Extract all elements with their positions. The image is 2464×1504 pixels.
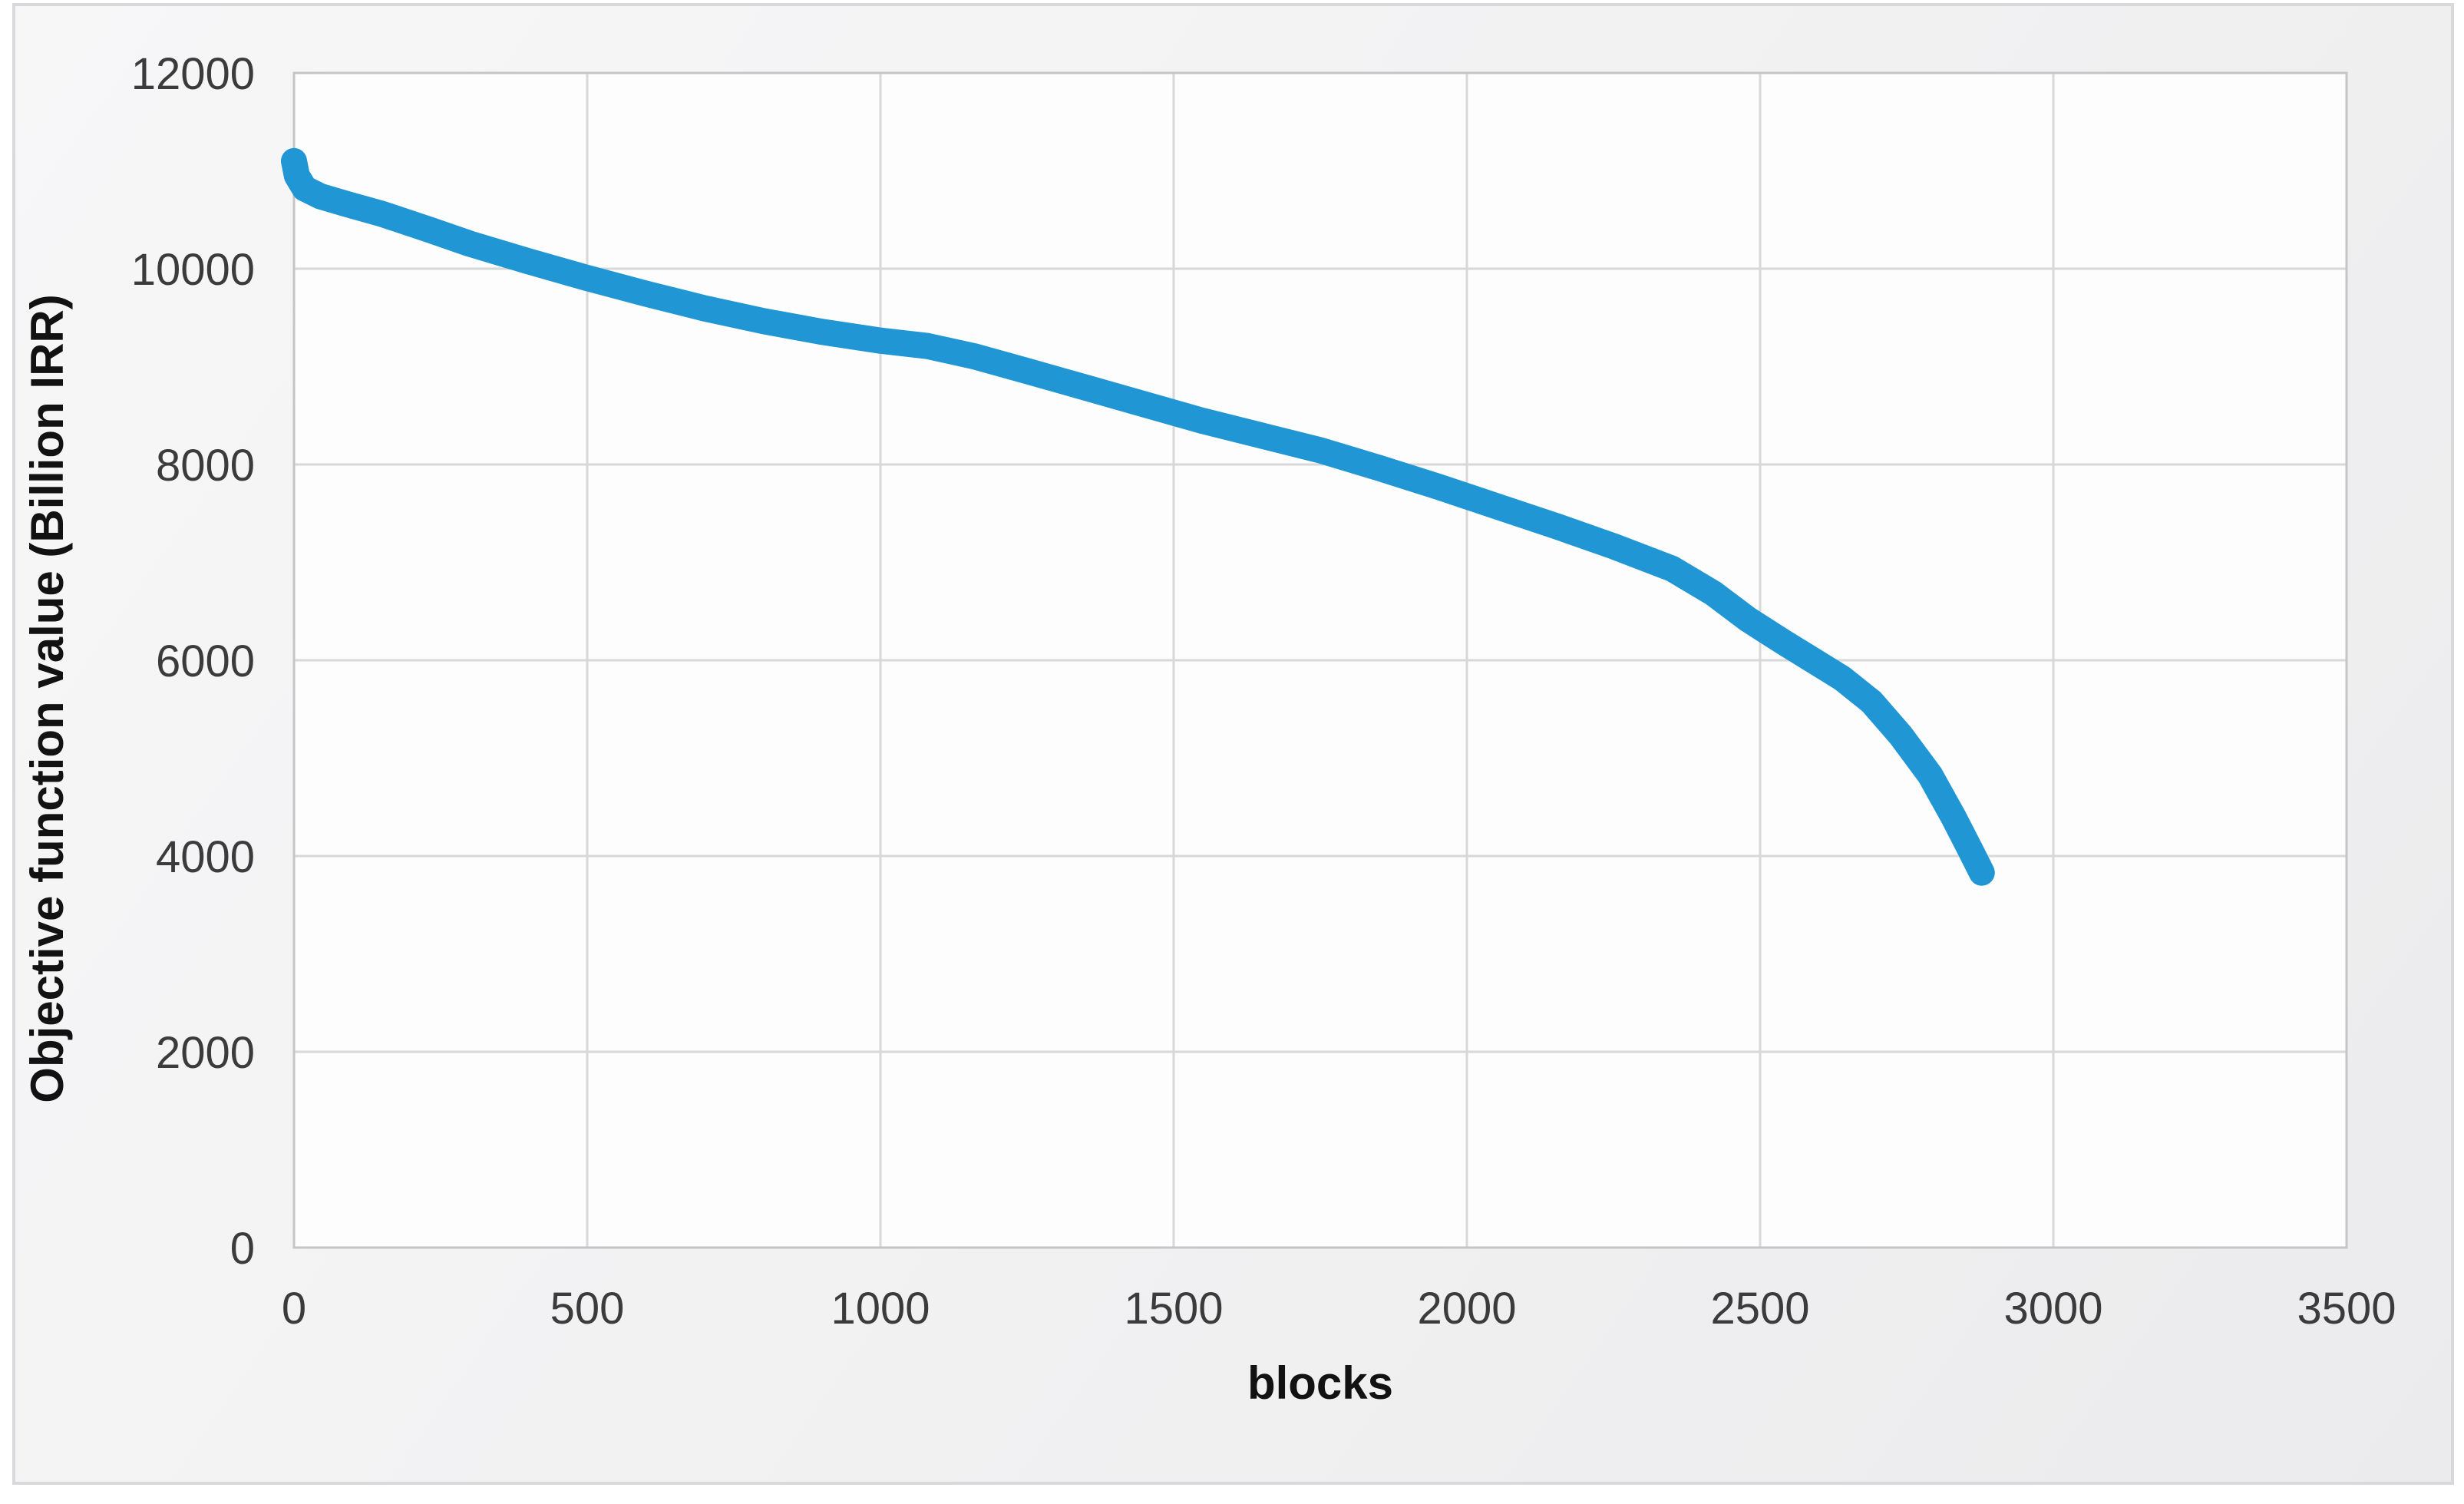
y-tick-label: 0 bbox=[230, 1224, 255, 1274]
y-tick-label: 12000 bbox=[131, 49, 255, 99]
y-tick-label: 10000 bbox=[131, 245, 255, 295]
x-tick-label: 0 bbox=[282, 1284, 306, 1334]
y-axis-title: Objective function value (Billion IRR) bbox=[21, 294, 73, 1102]
plot-border bbox=[292, 71, 2348, 1249]
x-tick-label: 1000 bbox=[831, 1284, 930, 1334]
series-objective-function-curve bbox=[281, 147, 1995, 886]
x-axis-title: blocks bbox=[1247, 1357, 1393, 1409]
x-tick-label: 500 bbox=[550, 1284, 625, 1334]
x-tick-label: 2500 bbox=[1710, 1284, 1809, 1334]
plot-layers: 0 500 1000 1500 2000 2500 3000 3500 0 2000 4000 600… bbox=[131, 49, 2396, 1334]
x-tick-label: 3000 bbox=[2003, 1284, 2102, 1334]
y-tick-label: 6000 bbox=[156, 636, 255, 686]
x-tick-label: 1500 bbox=[1124, 1284, 1223, 1334]
y-tick-label: 2000 bbox=[156, 1028, 255, 1078]
y-tick-label: 8000 bbox=[156, 441, 255, 491]
y-tick-label: 4000 bbox=[156, 832, 255, 882]
x-tick-label: 3500 bbox=[2297, 1284, 2396, 1334]
x-tick-label: 2000 bbox=[1417, 1284, 1516, 1334]
